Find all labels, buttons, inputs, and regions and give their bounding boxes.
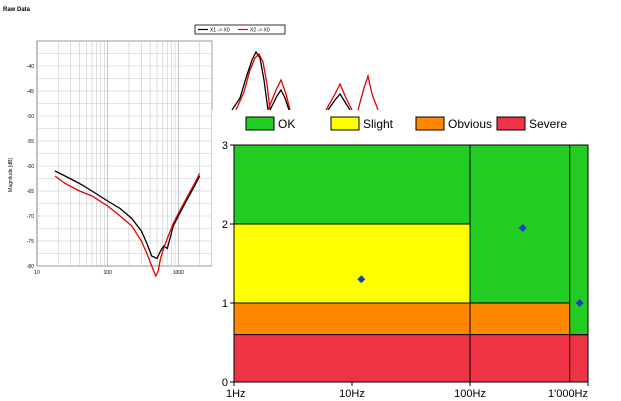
raw-y-ticks: -40 -45 -50 -55 -60 -65 -70 -75 -80 — [27, 64, 34, 270]
raw-peak-line-6 — [357, 73, 379, 111]
raw-y-tick-label: -65 — [27, 189, 34, 195]
zone-x-tick-label: 1'000Hz — [548, 388, 588, 400]
raw-y-tick-label: -50 — [27, 114, 34, 120]
zone-region-ok — [234, 145, 470, 224]
raw-series-line-1 — [54, 173, 201, 278]
zone-region-obvious — [234, 303, 470, 335]
raw-y-tick-label: -75 — [27, 239, 34, 245]
zone-legend-label-obvious: Obvious — [448, 117, 492, 131]
raw-legend-label-0: X1 -> X0 — [210, 28, 230, 34]
raw-peak-line-5 — [327, 92, 351, 111]
zone-y-tick-label: 1 — [222, 298, 228, 310]
zone-legend: OK Slight Obvious Severe — [245, 116, 567, 131]
zone-data-point-1 — [518, 223, 527, 232]
raw-peak-line-3 — [269, 88, 290, 111]
raw-peak-line-2 — [267, 78, 291, 111]
zone-x-ticks: 1Hz 10Hz 100Hz 1'000Hz — [226, 382, 589, 400]
zone-x-tick-label: 1Hz — [226, 388, 246, 400]
raw-y-tick-label: -45 — [27, 89, 34, 95]
zone-x-tick-label: 10Hz — [339, 388, 365, 400]
zone-legend-swatch-slight — [330, 116, 360, 131]
raw-y-tick-label: -40 — [27, 64, 34, 70]
raw-peak-line-4 — [325, 82, 353, 111]
zone-y-ticks: 0 1 2 3 — [222, 140, 234, 389]
raw-series-line-0 — [54, 170, 201, 260]
raw-grid — [36, 40, 213, 267]
raw-x-ticks: 10 100 1000 — [34, 270, 184, 276]
zone-y-tick-label: 3 — [222, 140, 228, 152]
raw-peak-line-0 — [231, 50, 269, 111]
raw-x-tick-label: 10 — [34, 270, 40, 276]
raw-data-chart: Raw Data X1 -> X0 X2 -> X0 -40-45-50-55-… — [3, 7, 379, 278]
zone-boundaries — [234, 145, 588, 382]
raw-peak-line-1 — [235, 52, 271, 111]
raw-chart-title: Raw Data — [3, 7, 31, 13]
raw-legend: X1 -> X0 X2 -> X0 — [194, 24, 286, 35]
zone-plot-frame — [233, 144, 589, 383]
raw-y-tick-label: -80 — [27, 264, 34, 270]
zone-region-obvious — [470, 303, 570, 335]
zone-regions — [234, 145, 588, 382]
raw-x-tick-label: 100 — [103, 270, 112, 276]
zone-legend-swatch-obvious — [415, 116, 445, 131]
raw-y-tick-label: -60 — [27, 164, 34, 170]
zone-legend-swatch-ok — [245, 116, 275, 131]
zone-y-tick-label: 2 — [222, 219, 228, 231]
raw-series-lines — [54, 50, 379, 278]
zone-region-severe — [569, 334, 588, 382]
zone-legend-label-ok: OK — [278, 117, 295, 131]
zone-legend-label-severe: Severe — [529, 117, 567, 131]
zone-x-tick-label: 100Hz — [454, 388, 486, 400]
zone-data-point-2 — [575, 299, 584, 307]
zone-legend-label-slight: Slight — [363, 117, 394, 131]
raw-x-tick-label: 1000 — [173, 270, 184, 276]
raw-legend-label-1: X2 -> X0 — [250, 28, 270, 34]
zone-legend-swatch-severe — [496, 116, 526, 131]
raw-y-tick-label: -55 — [27, 139, 34, 145]
zone-region-ok — [569, 145, 588, 335]
zone-region-severe — [470, 334, 570, 382]
zone-region-slight — [234, 224, 470, 303]
raw-y-axis-label: Magnitude [dB] — [8, 158, 14, 192]
zone-data-point-0 — [357, 275, 366, 284]
zone-data-points — [357, 223, 584, 307]
zone-region-severe — [234, 334, 470, 382]
zone-region-ok — [470, 145, 570, 303]
raw-y-tick-label: -70 — [27, 214, 34, 220]
zone-y-tick-label: 0 — [222, 377, 228, 389]
